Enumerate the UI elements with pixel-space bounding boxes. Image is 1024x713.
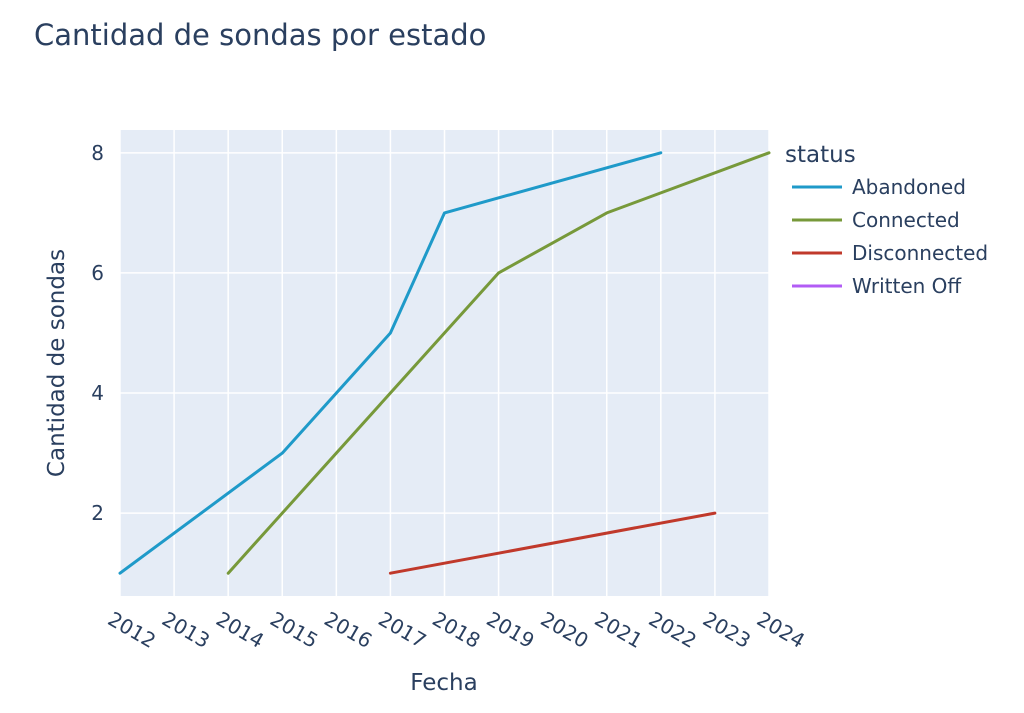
legend-label-abandoned: Abandoned bbox=[852, 175, 966, 199]
x-tick-labels: 2012201320142015201620172018201920202021… bbox=[104, 607, 809, 653]
series-line-connected bbox=[226, 151, 771, 575]
x-tick-label: 2015 bbox=[266, 607, 322, 653]
legend-label-disconnected: Disconnected bbox=[852, 241, 988, 265]
legend-label-written-off: Written Off bbox=[852, 274, 962, 298]
x-tick-label: 2020 bbox=[537, 607, 593, 653]
y-tick-label: 8 bbox=[91, 141, 104, 165]
x-tick-label: 2021 bbox=[591, 607, 647, 653]
y-tick-labels: 2 4 6 8 bbox=[91, 141, 104, 525]
x-tick-label: 2019 bbox=[482, 607, 538, 653]
x-tick-label: 2017 bbox=[374, 607, 430, 653]
x-tick-label: 2022 bbox=[645, 607, 701, 653]
legend: status Abandoned Connected Disconnected Wri… bbox=[785, 142, 988, 298]
x-gridlines bbox=[119, 130, 770, 596]
legend-items: Abandoned Connected Disconnected Written Of… bbox=[792, 175, 988, 298]
y-tick-label: 6 bbox=[91, 261, 104, 285]
series-line-abandoned bbox=[118, 151, 663, 575]
series-lines bbox=[118, 151, 771, 575]
chart-title: Cantidad de sondas por estado bbox=[34, 18, 486, 52]
legend-label-connected: Connected bbox=[852, 208, 960, 232]
x-tick-label: 2012 bbox=[104, 607, 160, 653]
x-tick-label: 2013 bbox=[158, 607, 214, 653]
x-tick-label: 2016 bbox=[320, 607, 376, 653]
legend-title: status bbox=[785, 142, 856, 168]
series-line-disconnected bbox=[388, 511, 717, 575]
y-tick-label: 2 bbox=[91, 501, 104, 525]
x-axis-label: Fecha bbox=[410, 670, 477, 696]
y-axis-label: Cantidad de sondas bbox=[44, 249, 70, 477]
x-tick-label: 2024 bbox=[753, 607, 809, 653]
y-tick-label: 4 bbox=[91, 381, 104, 405]
x-tick-label: 2014 bbox=[212, 607, 268, 653]
x-tick-label: 2023 bbox=[699, 607, 755, 653]
x-tick-label: 2018 bbox=[428, 607, 484, 653]
